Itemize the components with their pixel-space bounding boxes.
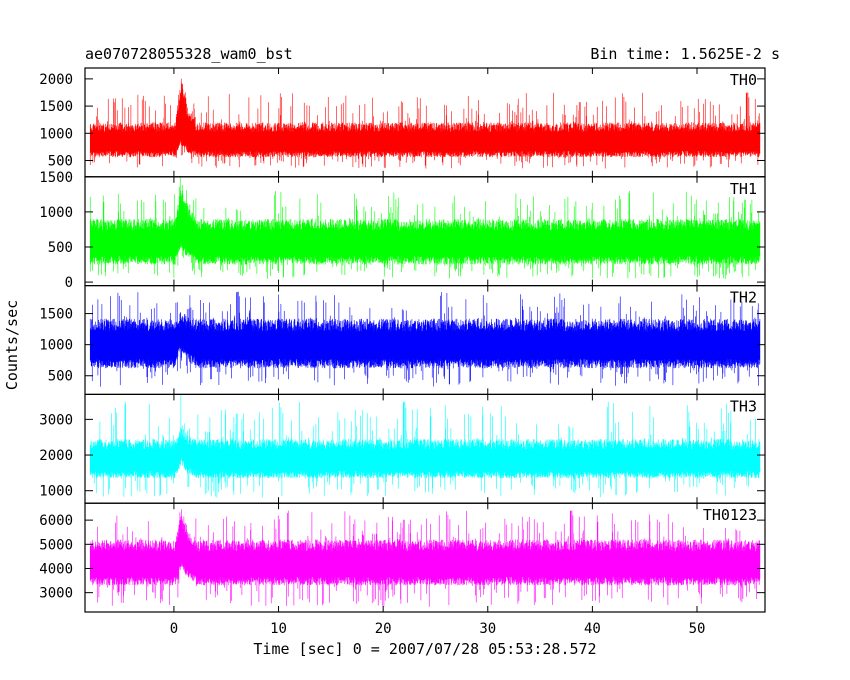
chart-title: ae070728055328_wam0_bst [85, 45, 293, 63]
x-tick-label: 10 [270, 621, 287, 637]
y-tick-label: 0 [65, 275, 73, 291]
y-tick-label: 6000 [39, 513, 73, 529]
panel-th2: 500 1000 1500 TH2 [39, 285, 766, 396]
panel-label: TH3 [730, 397, 757, 415]
series-th3 [89, 394, 761, 498]
series-th1 [89, 176, 761, 279]
y-tick-label: 1000 [39, 484, 73, 500]
x-tick-label: 50 [689, 621, 706, 637]
panel-label: TH0 [730, 71, 757, 89]
panel-label: TH2 [730, 289, 757, 307]
panel-label: TH0123 [703, 506, 757, 524]
x-tick-label: 20 [375, 621, 392, 637]
series-th0 [89, 78, 761, 169]
y-tick-label: 500 [48, 153, 73, 169]
x-tick-label: 40 [584, 621, 601, 637]
x-tick-label: 30 [479, 621, 496, 637]
y-tick-label: 1000 [39, 205, 73, 221]
chart-subtitle: Bin time: 1.5625E-2 s [590, 45, 780, 63]
series-th0123 [89, 509, 761, 607]
panel-frame [84, 502, 766, 613]
y-tick-label: 3000 [39, 412, 73, 428]
x-axis-label: Time [sec] 0 = 2007/07/28 05:53:28.572 [253, 640, 596, 658]
series-th2 [89, 291, 761, 387]
y-tick-label: 5000 [39, 537, 73, 553]
y-tick-label: 1500 [39, 307, 73, 323]
y-tick-label: 1000 [39, 126, 73, 142]
y-tick-label: 500 [48, 369, 73, 385]
panel-th1: 0 500 1000 1500 TH1 [39, 170, 766, 291]
y-tick-label: 1500 [39, 99, 73, 115]
y-tick-label: 1500 [39, 170, 73, 186]
panel-th3: 1000 2000 3000 TH3 [39, 393, 766, 504]
y-tick-label: 1000 [39, 338, 73, 354]
panel-label: TH1 [730, 180, 757, 198]
panel-th0: 500 1000 1500 2000 TH0 [39, 67, 766, 178]
y-tick-label: 2000 [39, 72, 73, 88]
y-tick-label: 3000 [39, 586, 73, 602]
y-tick-label: 500 [48, 240, 73, 256]
y-tick-label: 4000 [39, 561, 73, 577]
y-tick-label: 2000 [39, 448, 73, 464]
panel-th0123: 3000 4000 5000 6000 TH0123 [39, 502, 766, 613]
y-axis-label: Counts/sec [3, 300, 21, 390]
x-tick-label: 0 [170, 621, 178, 637]
